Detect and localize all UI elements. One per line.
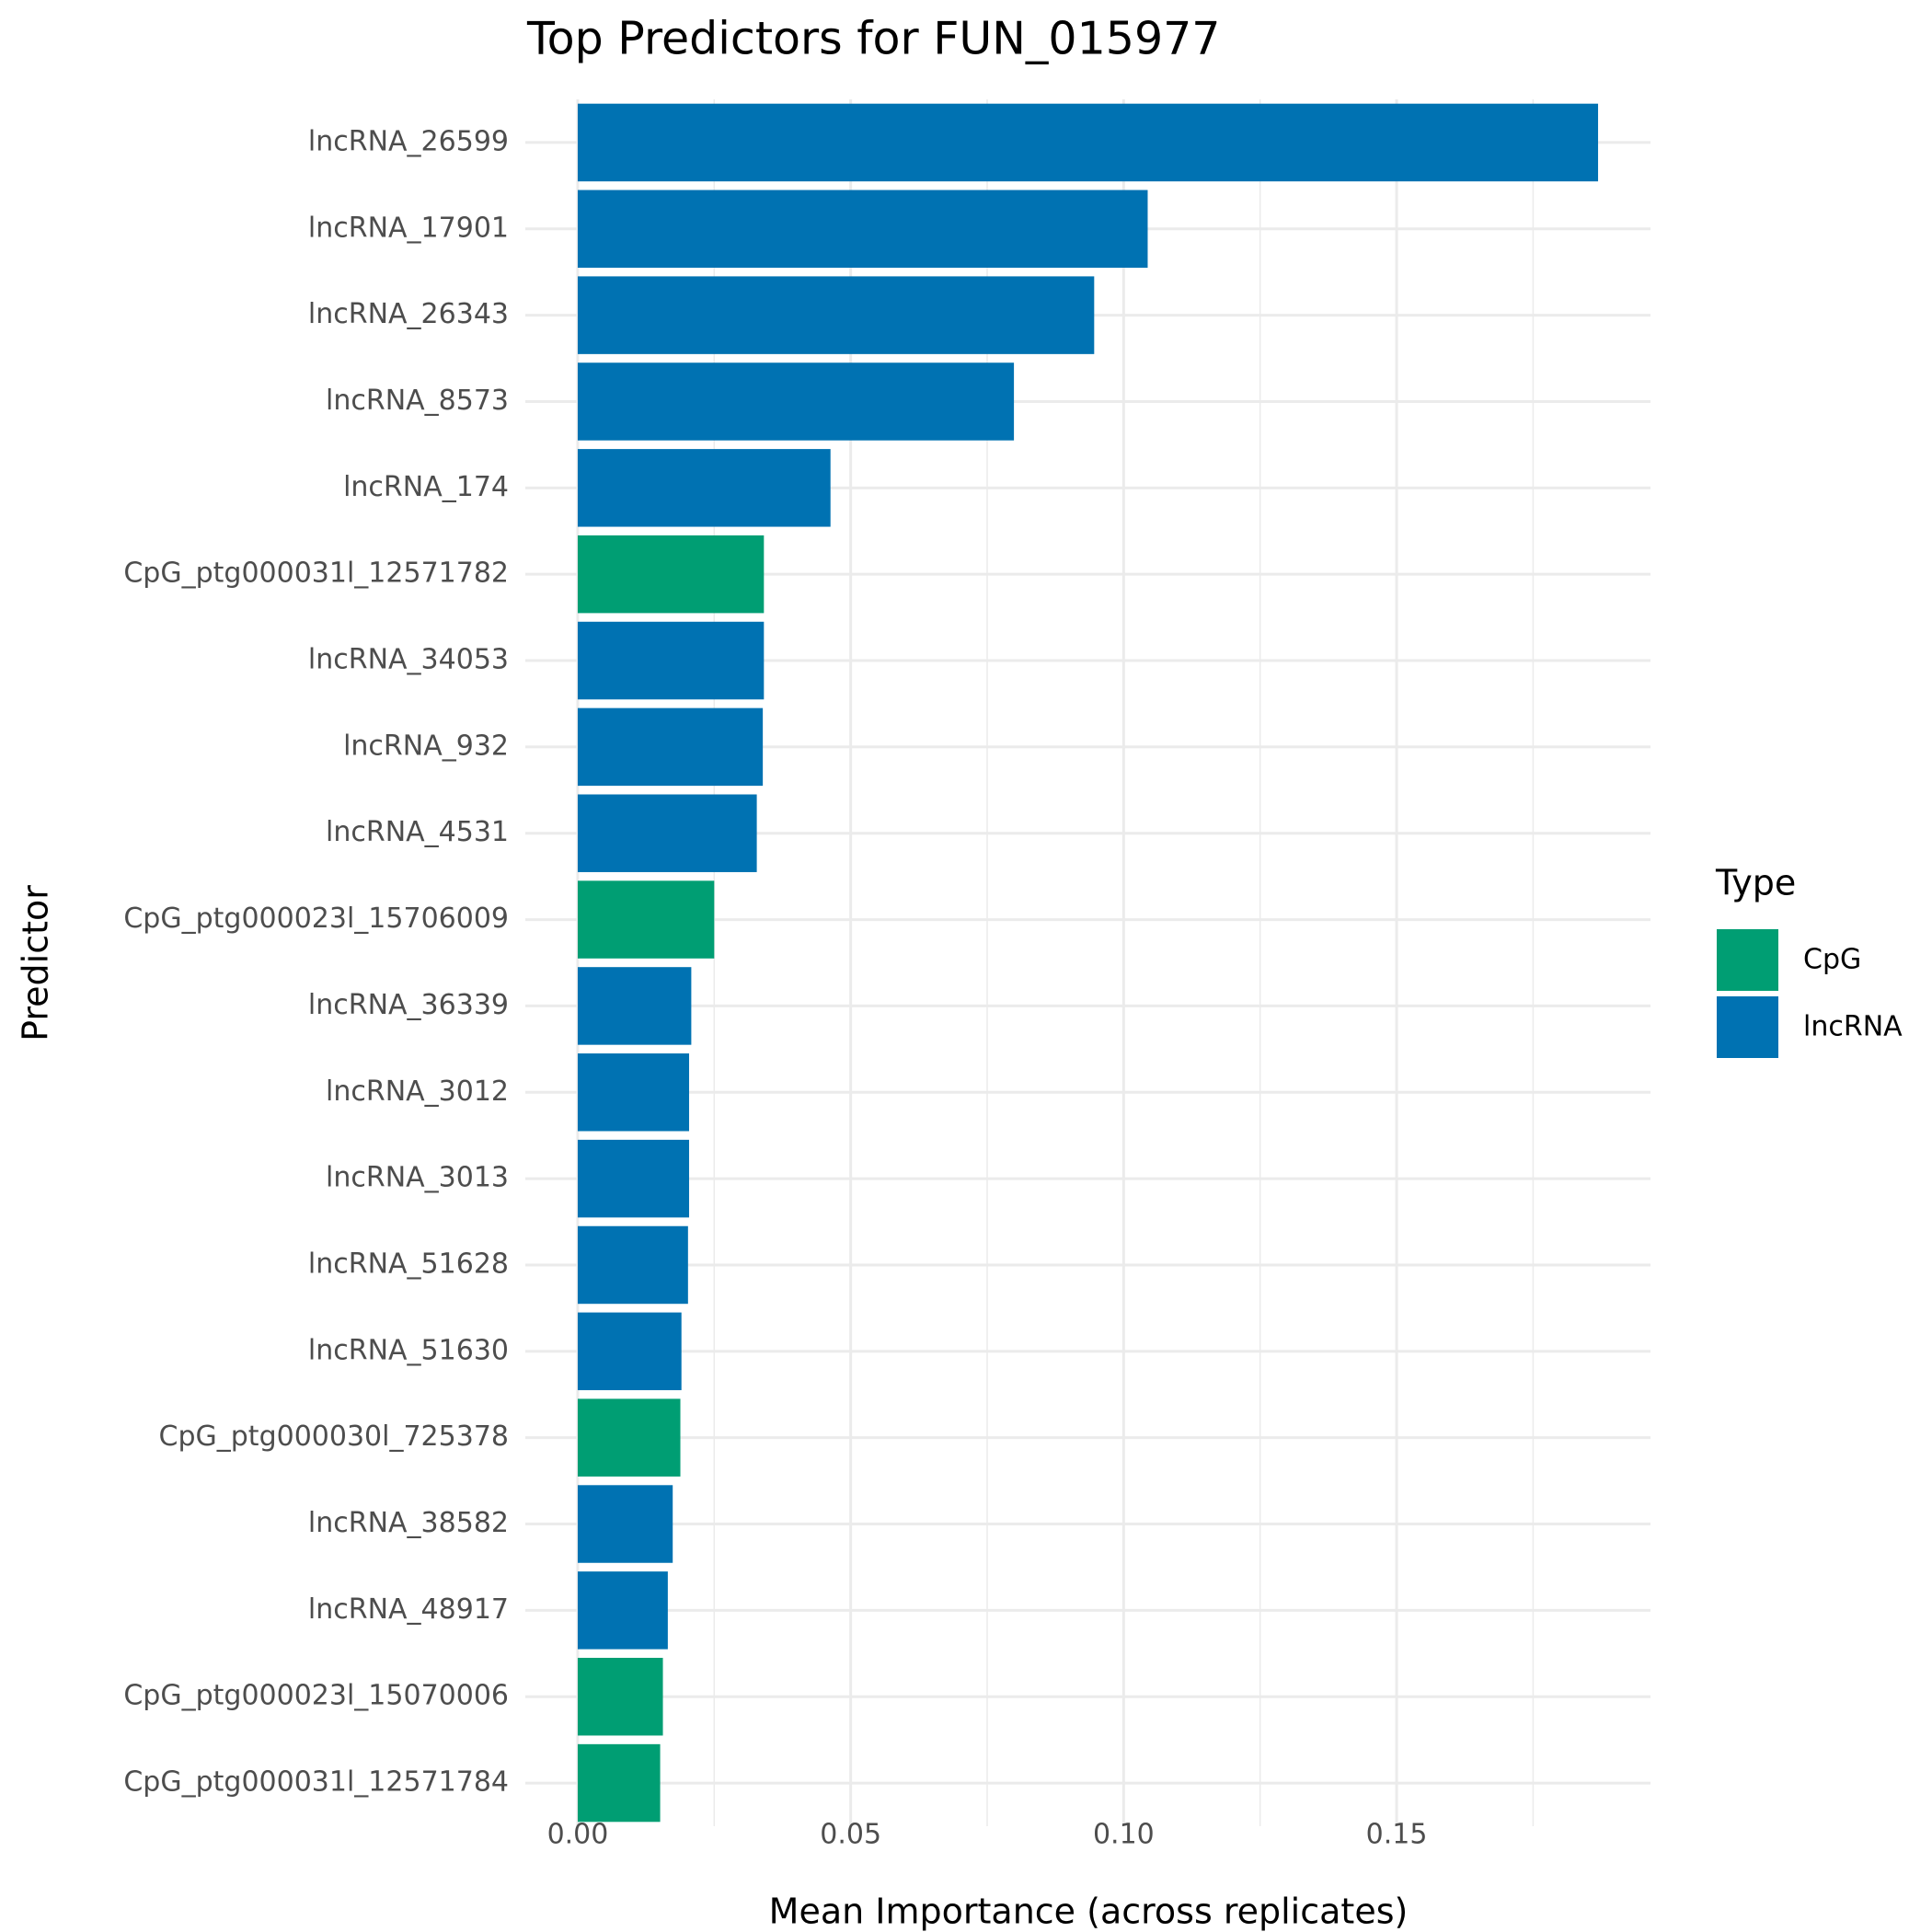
y-tick-label: lncRNA_36339 (308, 989, 509, 1021)
y-tick-label: lncRNA_4531 (326, 816, 509, 848)
y-tick-label: lncRNA_3012 (326, 1075, 509, 1108)
bar (577, 362, 1015, 441)
x-tick-label: 0.15 (1366, 1819, 1428, 1851)
x-tick-label: 0.10 (1093, 1819, 1155, 1851)
y-tick-label: CpG_ptg000031l_12571782 (123, 558, 509, 590)
bar (577, 1225, 688, 1305)
y-tick-label: lncRNA_51628 (308, 1248, 509, 1280)
bar (577, 1571, 668, 1650)
bar (577, 1398, 681, 1477)
y-tick-label: CpG_ptg000023l_15706009 (123, 903, 509, 935)
legend-key (1717, 996, 1778, 1058)
y-tick-label: lncRNA_8573 (326, 385, 509, 417)
y-tick-label: lncRNA_3013 (326, 1162, 509, 1194)
bar (577, 103, 1599, 182)
x-tick-label: 0.00 (547, 1819, 609, 1851)
bar (577, 707, 764, 787)
y-tick-label: lncRNA_932 (343, 730, 509, 762)
x-tick-label: 0.05 (820, 1819, 881, 1851)
y-tick-label: CpG_ptg000031l_12571784 (123, 1766, 509, 1799)
y-tick-label: CpG_ptg000023l_15070006 (123, 1680, 509, 1712)
bar (577, 190, 1148, 269)
x-axis-title: Mean Importance (across replicates) (769, 1892, 1409, 1932)
legend-label: lncRNA (1803, 1011, 1903, 1043)
chart-title: Top Predictors for FUN_015977 (526, 13, 1220, 65)
bar (577, 535, 765, 614)
y-tick-label: lncRNA_17901 (308, 212, 509, 244)
y-tick-label: lncRNA_174 (343, 471, 509, 503)
bar (577, 1743, 661, 1823)
y-axis-title: Predictor (16, 885, 56, 1041)
bar (577, 1139, 690, 1218)
bar (577, 794, 757, 872)
bar (577, 880, 715, 959)
bar (577, 1657, 663, 1736)
y-tick-label: lncRNA_26599 (308, 125, 509, 157)
bar (577, 276, 1095, 354)
y-tick-label: lncRNA_26343 (308, 298, 509, 330)
bar (577, 967, 692, 1045)
bar (577, 1312, 682, 1391)
bar (577, 1053, 690, 1132)
y-tick-label: lncRNA_38582 (308, 1507, 509, 1539)
legend-label: CpG (1803, 944, 1861, 976)
y-tick-label: lncRNA_48917 (308, 1593, 509, 1626)
bar (577, 621, 765, 700)
legend-title: Type (1715, 863, 1796, 903)
bar (577, 449, 831, 527)
y-tick-label: lncRNA_51630 (308, 1334, 509, 1366)
y-tick-label: CpG_ptg000030l_725378 (159, 1420, 509, 1453)
y-tick-label: lncRNA_34053 (308, 644, 509, 676)
bar (577, 1485, 673, 1563)
legend-key (1717, 929, 1778, 991)
